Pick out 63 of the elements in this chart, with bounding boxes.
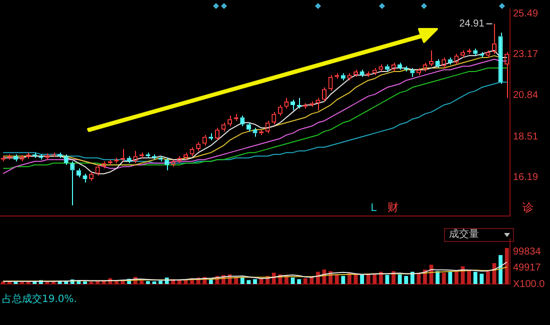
candlestick [384, 64, 390, 72]
bar [208, 278, 213, 284]
annotation: 24.91 [459, 18, 485, 30]
candlestick [448, 56, 452, 65]
bar [480, 274, 484, 284]
bar [398, 274, 402, 284]
candlestick [164, 157, 170, 171]
bar [436, 271, 440, 284]
candlestick [410, 68, 415, 78]
bar [467, 270, 472, 284]
candlestick [240, 115, 245, 127]
candlestick [340, 72, 346, 81]
y-tick-label: 18.51 [513, 131, 538, 142]
candlestick [473, 48, 478, 56]
bar [240, 278, 244, 284]
y-tick-label: 16.19 [513, 172, 538, 184]
annotation: 财 [388, 201, 398, 214]
bar [272, 272, 276, 284]
text: 占总成交19.0%. [1, 293, 78, 306]
bar [290, 278, 295, 284]
candlestick [13, 154, 18, 162]
bar [83, 281, 87, 284]
bar [341, 276, 346, 284]
bar [253, 279, 257, 284]
y-tick-label: 20.84 [513, 90, 538, 102]
annotation: L [370, 202, 377, 214]
bar [360, 275, 364, 284]
candlestick [252, 127, 258, 138]
bar [334, 274, 339, 284]
bar [504, 248, 509, 284]
y-tick-label: 23.17 [513, 49, 538, 60]
bar [297, 279, 302, 284]
candlestick [64, 154, 68, 166]
candlestick [126, 156, 132, 164]
candlestick [82, 173, 88, 184]
bar [392, 271, 396, 284]
bar [372, 274, 377, 284]
bar [473, 272, 478, 284]
candlestick [435, 58, 440, 69]
candlestick [70, 160, 75, 206]
bar [454, 270, 458, 284]
bar [140, 280, 144, 284]
candlestick [398, 62, 402, 70]
text: 诊 [522, 202, 534, 214]
candlestick [246, 122, 251, 132]
bar [246, 280, 251, 284]
y-tick-label: 49917 [513, 262, 542, 274]
bar [303, 278, 308, 284]
bar [158, 280, 163, 284]
candlestick [498, 32, 503, 84]
candlestick [360, 69, 364, 78]
bar [448, 272, 452, 284]
bar [442, 272, 446, 284]
y-tick-label: 99834 [513, 246, 542, 258]
bar [1, 281, 6, 284]
bar [486, 271, 490, 284]
bar [310, 276, 314, 284]
y-tick-label: X100.0 [513, 278, 546, 290]
bar [146, 281, 150, 284]
bar [498, 255, 503, 284]
y-tick-label: 25.49 [513, 8, 538, 20]
bar [404, 276, 408, 284]
chart-title: 成交量 [444, 228, 514, 242]
